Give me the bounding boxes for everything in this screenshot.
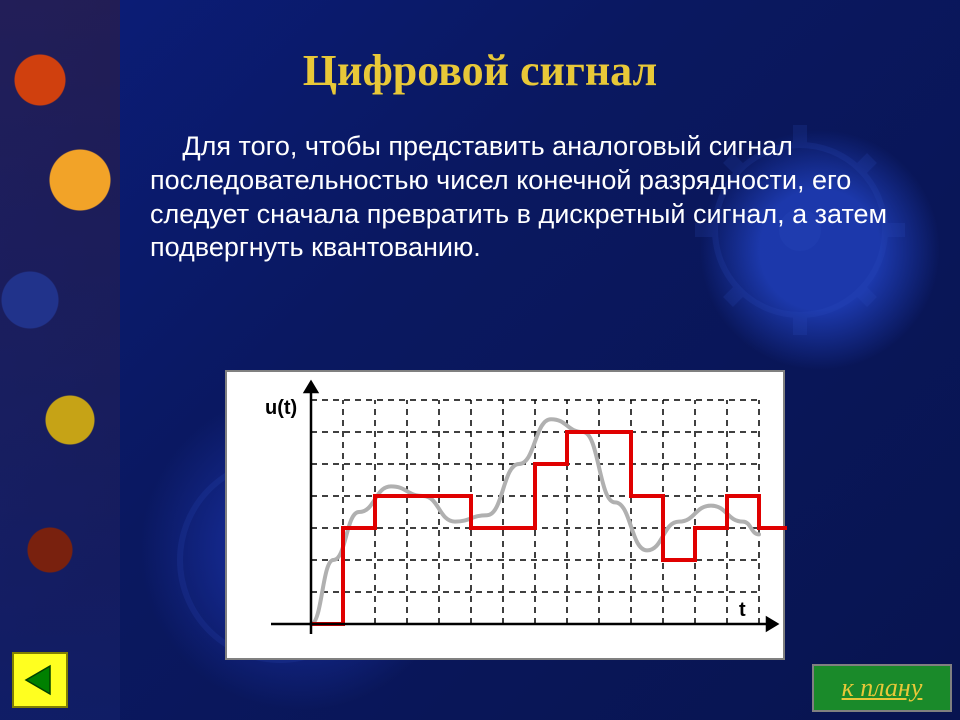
back-button[interactable]: [12, 652, 68, 708]
plan-button[interactable]: к плану: [812, 664, 952, 712]
svg-text:u(t): u(t): [265, 397, 297, 419]
arrow-left-icon: [20, 660, 60, 700]
slide-title: Цифровой сигнал: [0, 45, 960, 96]
signal-chart: u(t) t: [225, 370, 785, 660]
svg-text:t: t: [739, 599, 746, 621]
plan-button-label: к плану: [842, 673, 923, 703]
slide-body-text: Для того, чтобы представить аналоговый с…: [150, 130, 900, 265]
